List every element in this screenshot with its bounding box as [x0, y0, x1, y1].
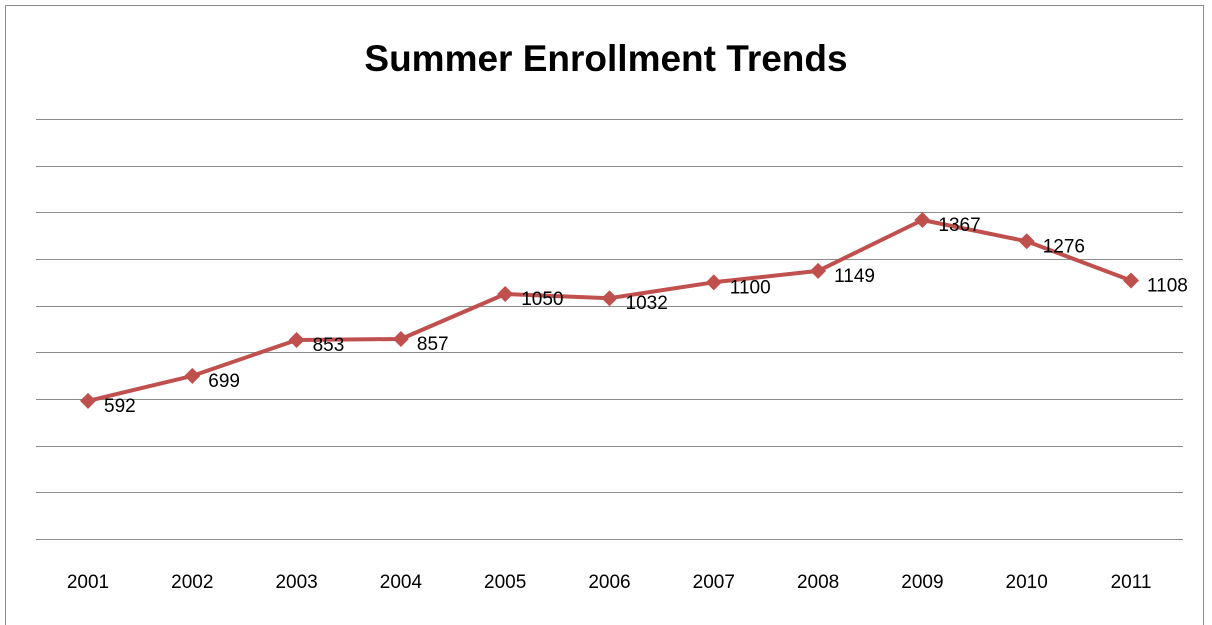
- data-point-2002: [184, 367, 201, 384]
- data-point-2001: [80, 392, 96, 409]
- series-line: [86, 218, 1133, 403]
- x-tick-label-2007: 2007: [693, 572, 735, 593]
- x-tick-label-2008: 2008: [797, 572, 839, 593]
- x-tick-label-2001: 2001: [67, 572, 109, 593]
- data-label-2008: 1149: [834, 266, 875, 287]
- data-label-2001: 592: [104, 396, 136, 417]
- data-point-2009: [914, 212, 931, 229]
- gridlines: [36, 119, 1183, 540]
- data-point-2008: [810, 262, 827, 279]
- series-line-layer: [86, 218, 1133, 403]
- x-axis-tick-labels: 2001 2002 2003 2004 2005 2006 2007 2008 2009 2010…: [67, 572, 1152, 593]
- data-label-2004: 857: [417, 334, 449, 355]
- data-point-2003: [288, 331, 305, 348]
- x-tick-label-2009: 2009: [901, 572, 943, 593]
- chart-title: Summer Enrollment Trends: [364, 38, 848, 79]
- x-tick-label-2003: 2003: [275, 572, 317, 593]
- data-label-2007: 1100: [730, 277, 771, 298]
- data-label-2003: 853: [313, 335, 345, 356]
- data-point-2011: [1123, 272, 1139, 289]
- x-tick-label-2006: 2006: [588, 572, 630, 593]
- data-point-2004: [392, 331, 409, 348]
- data-markers: [80, 212, 1139, 409]
- x-tick-label-2011: 2011: [1111, 572, 1152, 593]
- data-point-2010: [1018, 233, 1035, 250]
- data-label-2009: 1367: [938, 215, 980, 236]
- data-label-2011: 1108: [1147, 275, 1188, 296]
- chart-frame: [5, 5, 1204, 625]
- data-point-2005: [497, 286, 514, 302]
- data-labels: 592 699 853 857 1050 1032 1100 1149 1367 1276 1108: [104, 215, 1188, 417]
- x-tick-label-2005: 2005: [484, 572, 526, 593]
- x-tick-label-2004: 2004: [380, 572, 423, 593]
- data-point-2006: [601, 290, 618, 307]
- data-label-2005: 1050: [521, 289, 563, 310]
- data-point-2007: [705, 274, 722, 291]
- x-tick-label-2010: 2010: [1006, 572, 1048, 593]
- x-tick-label-2002: 2002: [171, 572, 213, 593]
- data-label-2006: 1032: [626, 293, 668, 314]
- data-label-2002: 699: [208, 371, 240, 392]
- data-label-2010: 1276: [1043, 236, 1085, 257]
